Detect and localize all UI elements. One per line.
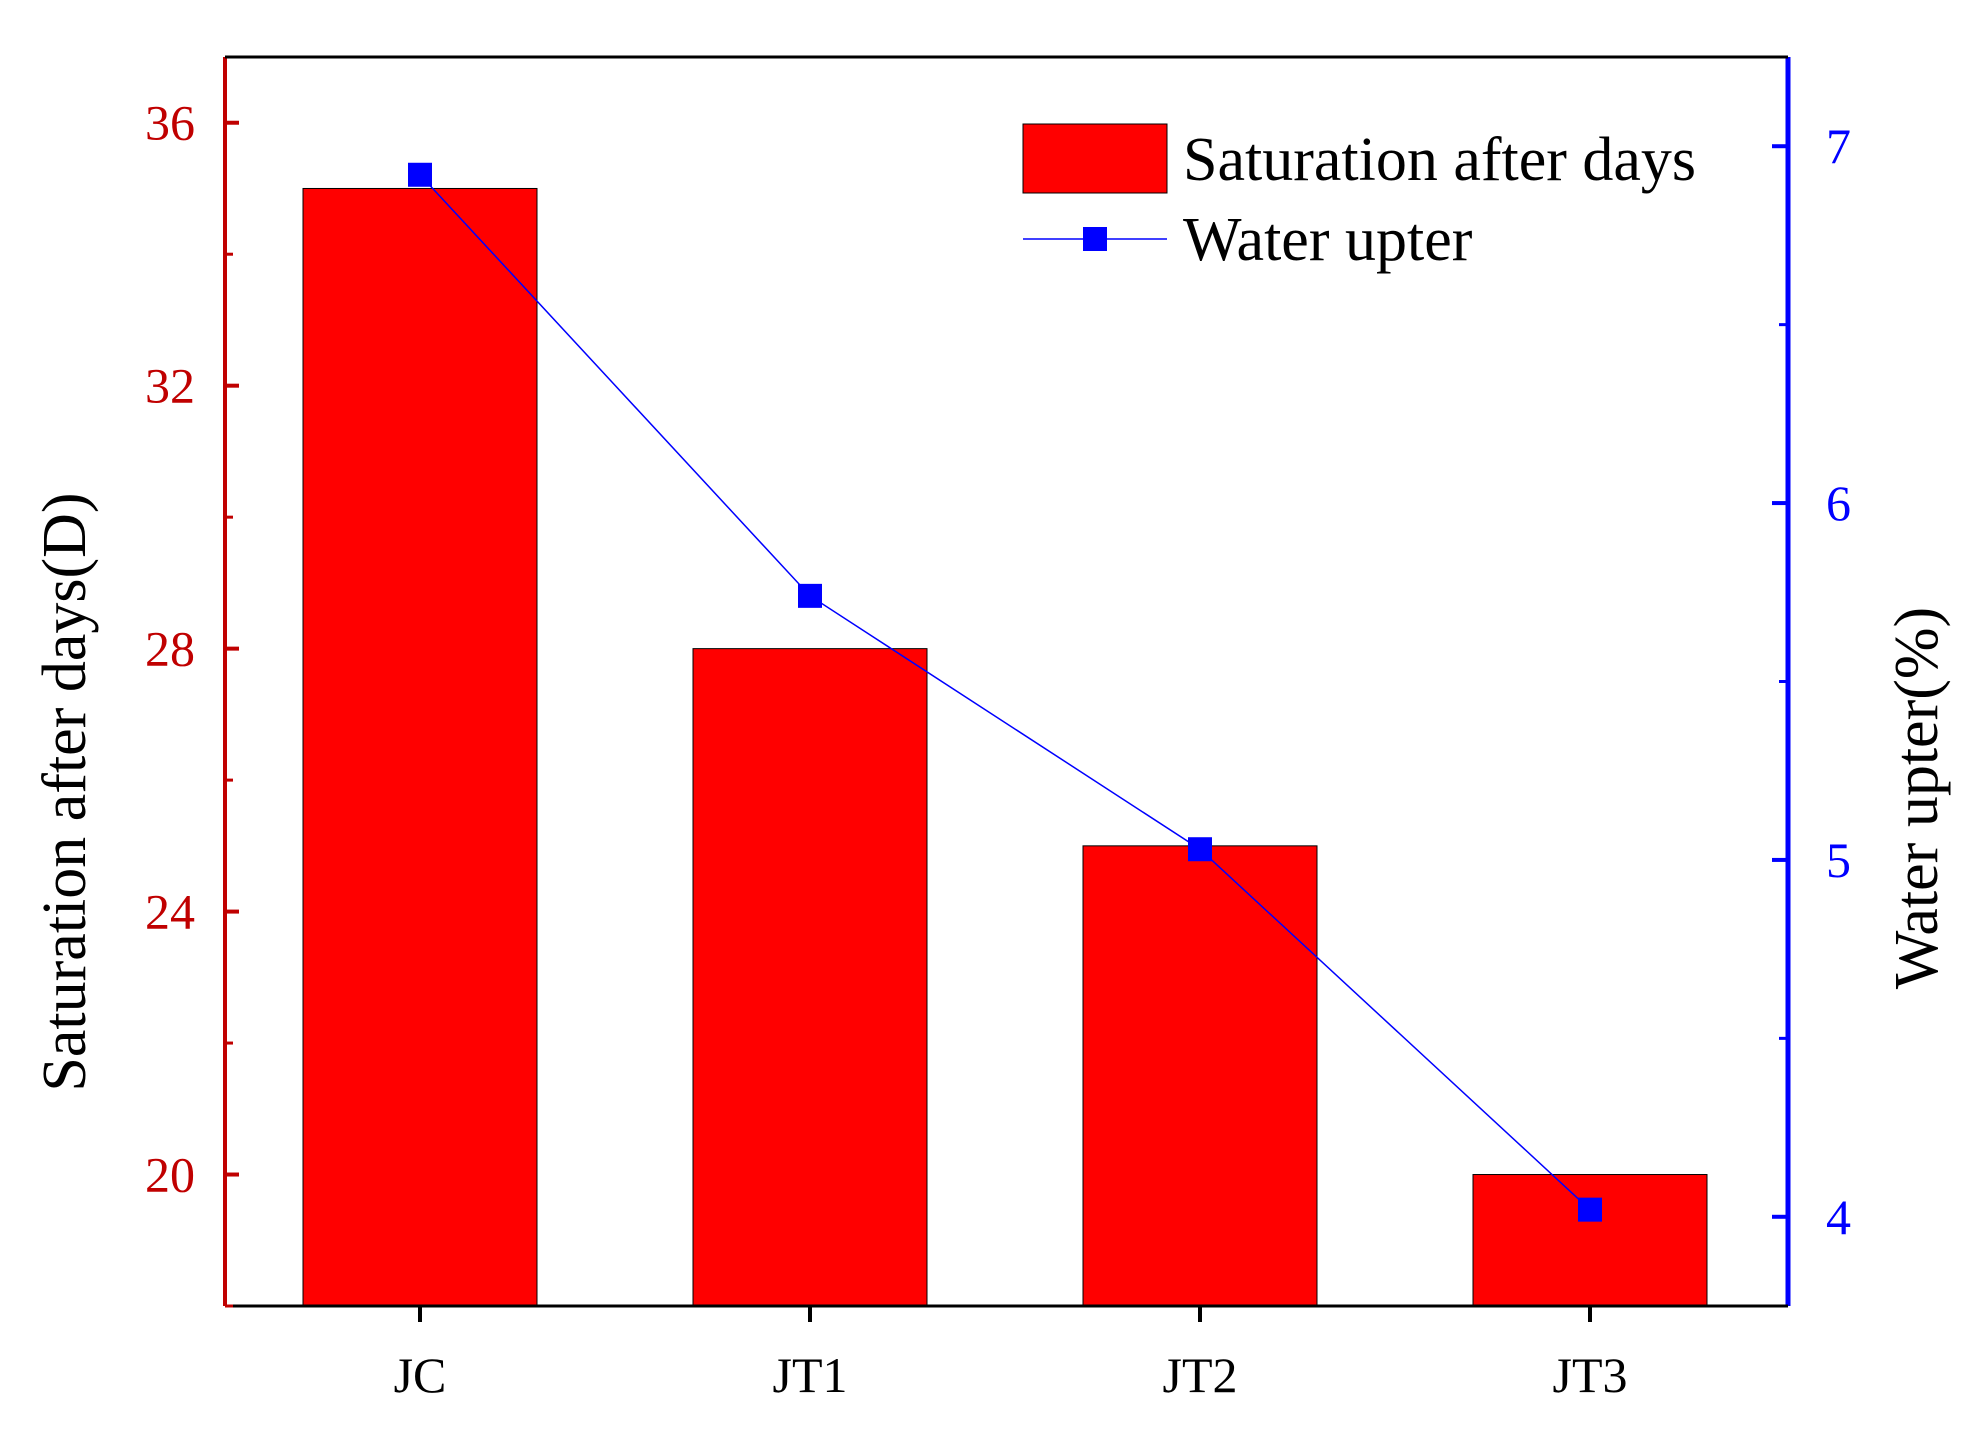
x-tick-label-jc: JC (394, 1347, 447, 1403)
bar-jt1 (692, 648, 928, 1307)
x-tick-label-jt3: JT3 (1553, 1347, 1628, 1403)
legend-swatch-water-upter-marker (1083, 227, 1107, 251)
bar-jc (302, 187, 538, 1307)
water-upter-point-jt2 (1188, 837, 1212, 862)
left-axis-title: Saturation after days(D) (31, 492, 99, 1091)
x-tick-label-jt2: JT2 (1163, 1347, 1238, 1403)
left-tick-label-32: 32 (145, 358, 195, 414)
legend-label-water-upter: Water upter (1183, 206, 1473, 274)
water-upter-line (419, 174, 1591, 1211)
right-tick-label-7: 7 (1826, 118, 1851, 174)
bar-jt3 (1472, 1174, 1708, 1307)
left-tick-label-36: 36 (145, 95, 195, 151)
right-axis-title: Water upter(%) (1883, 607, 1951, 989)
water-upter-point-jt3 (1578, 1197, 1602, 1222)
right-tick-label-5: 5 (1826, 832, 1851, 888)
legend-swatch-saturation (1022, 123, 1168, 194)
left-tick-label-20: 20 (145, 1147, 195, 1203)
right-tick-label-4: 4 (1826, 1189, 1851, 1245)
bar-jt2 (1082, 845, 1318, 1307)
left-tick-label-28: 28 (145, 621, 195, 677)
water-upter-point-jt1 (798, 583, 822, 608)
right-tick-label-6: 6 (1826, 475, 1851, 531)
legend-label-saturation: Saturation after days (1183, 126, 1696, 194)
x-tick-label-jt1: JT1 (773, 1347, 848, 1403)
water-upter-point-jc (408, 162, 432, 187)
left-tick-label-24: 24 (145, 884, 195, 940)
